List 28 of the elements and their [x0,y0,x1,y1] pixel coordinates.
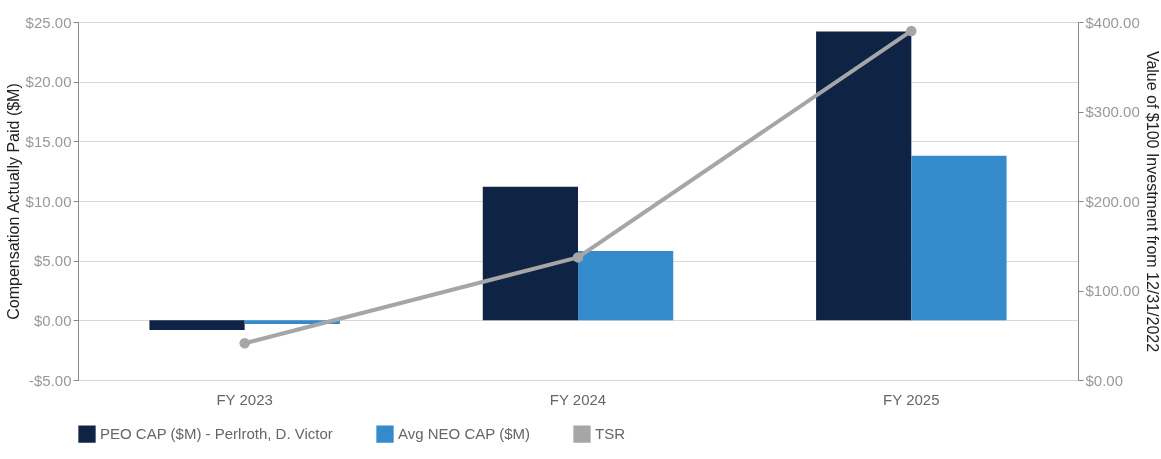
y-tick-label: $25.00 [25,13,72,31]
y2-axis-title: Value of $100 Investment from 12/31/2022 [1143,50,1161,353]
x-tick-label: FY 2023 [216,390,273,408]
y-tick-label: $15.00 [25,132,72,150]
y2-tick-label: $400.00 [1085,13,1140,31]
x-tick-label: FY 2024 [549,390,607,408]
bar [911,155,1007,321]
bar [816,31,912,321]
y-tick-label: $10.00 [25,192,72,210]
point [239,338,250,349]
y2-tick-label: $100.00 [1085,282,1140,299]
y-axis-title: Compensation Actually Paid ($M) [4,83,22,320]
legend-label: Avg NEO CAP ($M) [398,425,530,443]
bar [482,186,578,321]
x-tick-label: FY 2025 [883,390,940,408]
point [572,252,584,263]
y2-tick-label: $300.00 [1085,103,1140,120]
y2-tick-label: $0.00 [1085,371,1124,389]
y-tick-label: $0.00 [33,311,72,329]
bar [578,251,674,321]
y2-tick-label: $200.00 [1085,192,1140,210]
legend-label: PEO CAP ($M) - Perlroth, D. Victor [100,425,333,443]
y-tick-label: -$5.00 [28,371,72,389]
y-tick-label: $5.00 [33,252,72,270]
y-tick-label: $20.00 [25,73,72,91]
bar [149,320,245,330]
point [906,25,917,37]
legend-label: TSR [595,425,626,443]
